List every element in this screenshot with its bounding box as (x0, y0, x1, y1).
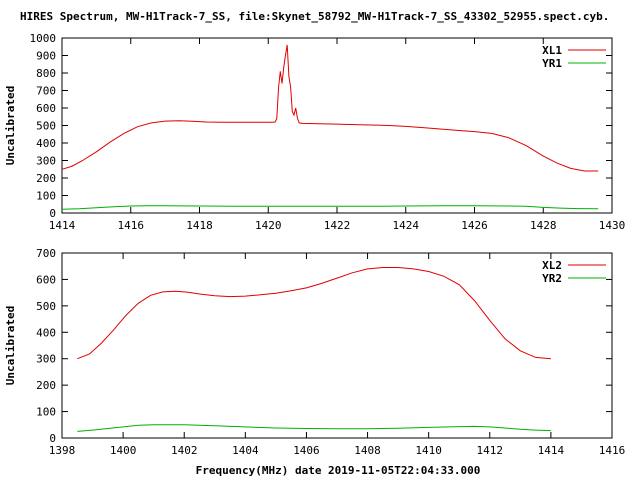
x-tick-label: 1420 (255, 219, 282, 232)
x-tick-label: 1400 (110, 444, 137, 457)
y-tick-label: 100 (36, 190, 56, 203)
y-tick-label: 700 (36, 85, 56, 98)
y-axis-label: Uncalibrated (4, 306, 17, 385)
x-tick-label: 1422 (324, 219, 351, 232)
x-tick-label: 1428 (530, 219, 557, 232)
y-tick-label: 200 (36, 172, 56, 185)
plot-frame (61, 37, 613, 214)
plot-frame (61, 252, 613, 439)
y-tick-label: 200 (36, 379, 56, 392)
y-tick-label: 400 (36, 326, 56, 339)
series-line-xl2 (77, 267, 551, 360)
y-tick-label: 400 (36, 137, 56, 150)
top-spectrum-panel: 0 100 200 300 400 500 600 700 800 900 1000 1414 1416… (4, 32, 625, 232)
x-tick-label: 1402 (171, 444, 198, 457)
y-tick-label: 500 (36, 120, 56, 133)
x-tick-label: 1414 (49, 219, 76, 232)
x-tick-label: 1408 (354, 444, 381, 457)
x-tick-label: 1412 (477, 444, 504, 457)
x-tick-label: 1398 (49, 444, 76, 457)
legend-label: XL1 (542, 44, 562, 57)
bottom-spectrum-panel: 0 100 200 300 400 500 600 700 1398 1400 1402 1404 14… (4, 247, 625, 457)
y-tick-label: 800 (36, 67, 56, 80)
y-tick-label: 0 (49, 432, 56, 445)
x-tick-label: 1414 (538, 444, 565, 457)
series-line-xl1 (61, 44, 599, 172)
y-tick-label: 600 (36, 102, 56, 115)
x-tick-label: 1410 (415, 444, 442, 457)
y-tick-label: 300 (36, 353, 56, 366)
x-tick-label: 1430 (599, 219, 626, 232)
x-tick-label: 1418 (186, 219, 213, 232)
x-tick-label: 1406 (293, 444, 320, 457)
legend-label: YR2 (542, 272, 562, 285)
series-line-yr1 (61, 205, 599, 210)
y-tick-label: 500 (36, 300, 56, 313)
y-axis-label: Uncalibrated (4, 86, 17, 165)
y-tick-label: 700 (36, 247, 56, 260)
y-tick-label: 600 (36, 273, 56, 286)
x-tick-label: 1424 (393, 219, 420, 232)
y-tick-label: 1000 (30, 32, 57, 45)
x-tick-label: 1416 (599, 444, 626, 457)
y-tick-label: 900 (36, 50, 56, 63)
y-tick-label: 0 (49, 207, 56, 220)
x-tick-label: 1404 (232, 444, 259, 457)
x-tick-label: 1416 (118, 219, 145, 232)
x-tick-label: 1426 (461, 219, 488, 232)
legend-label: YR1 (542, 57, 562, 70)
series-line-yr2 (77, 424, 551, 432)
y-tick-label: 100 (36, 406, 56, 419)
figure-title: HIRES Spectrum, MW-H1Track-7_SS, file:Sk… (20, 10, 609, 23)
legend-label: XL2 (542, 259, 562, 272)
y-tick-label: 300 (36, 155, 56, 168)
x-axis-label: Frequency(MHz) date 2019-11-05T22:04:33.… (196, 464, 481, 477)
